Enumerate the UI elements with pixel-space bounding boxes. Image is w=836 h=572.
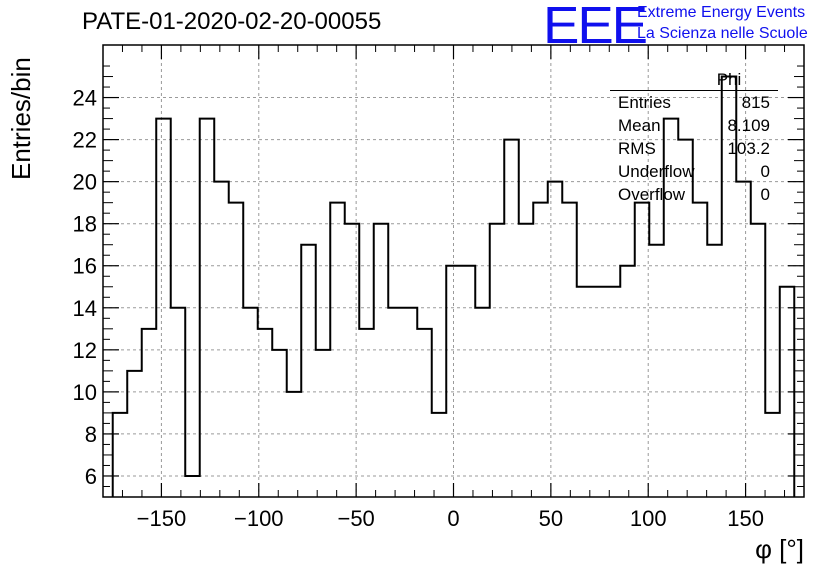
stats-value: 0: [760, 162, 770, 181]
y-tick-label: 24: [73, 86, 97, 111]
stats-value: 103.2: [727, 139, 770, 158]
y-axis-label: Entries/bin: [6, 57, 36, 180]
y-tick-label: 18: [73, 212, 97, 237]
stats-title: Phi: [610, 68, 778, 91]
stats-row: Overflow 0: [610, 183, 778, 206]
x-tick-label: 50: [539, 506, 563, 531]
stats-key: Entries: [618, 93, 671, 112]
y-tick-label: 8: [85, 422, 97, 447]
y-tick-label: 10: [73, 380, 97, 405]
stats-key: RMS: [618, 139, 656, 158]
y-tick-label: 14: [73, 296, 97, 321]
y-tick-label: 12: [73, 338, 97, 363]
chart-title: PATE-01-2020-02-20-00055: [82, 8, 382, 35]
stats-value: 8.109: [727, 116, 770, 135]
stats-key: Underflow: [618, 162, 695, 181]
logo-line-2: La Scienza nelle Scuole: [637, 25, 808, 42]
x-tick-label: −150: [137, 506, 187, 531]
x-tick-label: −100: [234, 506, 284, 531]
histogram-outline: [111, 75, 796, 497]
histogram-series: [111, 75, 796, 497]
x-axis-label: φ [°]: [755, 534, 804, 564]
y-axis-label-wrap: Entries/bin: [6, 57, 36, 190]
stats-row: Underflow 0: [610, 160, 778, 183]
stats-row: Mean 8.109: [610, 114, 778, 137]
stats-value: 0: [760, 185, 770, 204]
x-axis-ticks: −150 −100 −50 0 50 100 150: [102, 45, 805, 531]
stats-key: Overflow: [618, 185, 686, 204]
stats-row: Entries 815: [610, 91, 778, 114]
logo-line-1: Extreme Energy Events: [637, 4, 806, 21]
y-tick-label: 22: [73, 128, 97, 153]
stats-box: Phi Entries 815 Mean 8.109 RMS 103.2 Und…: [610, 68, 778, 206]
stats-key: Mean: [618, 116, 661, 135]
y-tick-label: 16: [73, 254, 97, 279]
y-tick-label: 6: [85, 464, 97, 489]
y-axis-ticks: 6 8 10 12 14 16 18 20 22 24: [73, 44, 804, 489]
y-tick-label: 20: [73, 170, 97, 195]
x-tick-label: 100: [630, 506, 667, 531]
stats-value: 815: [741, 93, 770, 112]
x-tick-label: −50: [337, 506, 374, 531]
eee-logo: EEE: [543, 0, 648, 55]
stats-row: RMS 103.2: [610, 137, 778, 160]
x-tick-label: 150: [727, 506, 764, 531]
x-tick-label: 0: [447, 506, 459, 531]
